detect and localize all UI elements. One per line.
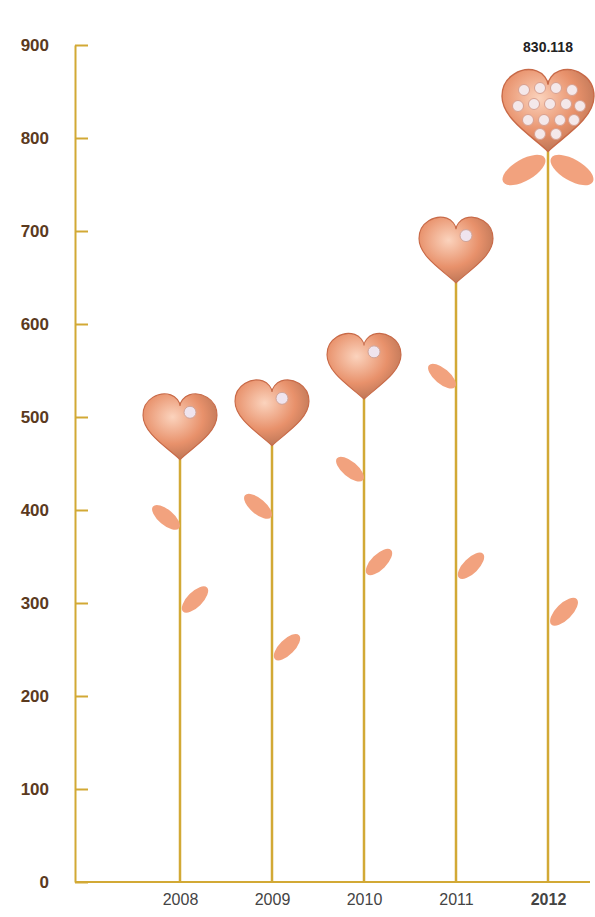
leaf <box>546 593 583 630</box>
x-axis-line <box>75 881 590 883</box>
leaf <box>270 630 305 665</box>
heart-group <box>419 217 493 283</box>
x-tick: 2010 <box>347 891 383 908</box>
gem <box>551 82 562 93</box>
heart-group <box>502 70 594 152</box>
gem <box>569 114 580 125</box>
y-tick: 900 <box>21 36 88 55</box>
flower <box>498 70 595 882</box>
y-tick: 100 <box>21 780 88 799</box>
leaf <box>148 501 184 535</box>
heart <box>419 217 493 283</box>
gem <box>535 82 546 93</box>
x-tick: 2008 <box>163 891 199 908</box>
x-tick-label: 2012 <box>531 891 567 908</box>
y-tick-mark <box>75 324 88 326</box>
heart-group <box>143 394 217 460</box>
y-axis: 0 100 200 300 400 500 600 700 800 900 <box>21 36 88 892</box>
y-tick-label: 400 <box>21 501 49 520</box>
stem <box>271 412 274 882</box>
leaf <box>498 149 550 192</box>
gem <box>513 100 524 111</box>
y-tick-label: 700 <box>21 222 49 241</box>
x-tick: 2011 <box>439 891 474 908</box>
y-tick-mark <box>75 510 88 512</box>
gem <box>555 114 566 125</box>
x-tick: 2012 <box>531 891 567 908</box>
x-tick-label: 2011 <box>439 891 474 908</box>
gem <box>368 346 380 358</box>
y-tick-mark <box>75 138 88 140</box>
y-tick-mark <box>75 45 88 47</box>
x-tick-label: 2008 <box>163 891 199 908</box>
flower <box>419 217 493 882</box>
y-tick-label: 300 <box>21 594 49 613</box>
y-tick-label: 600 <box>21 315 49 334</box>
flower <box>327 333 401 882</box>
y-tick: 200 <box>21 687 88 706</box>
gem <box>184 406 196 418</box>
gem <box>519 84 530 95</box>
x-tick-label: 2010 <box>347 891 383 908</box>
y-axis-line <box>75 46 77 883</box>
stem <box>363 366 366 882</box>
y-tick-label: 0 <box>40 873 49 892</box>
y-tick: 500 <box>21 408 88 427</box>
y-tick-mark <box>75 603 88 605</box>
flower <box>143 394 217 882</box>
heart-group <box>327 333 401 399</box>
leaf <box>424 359 460 393</box>
gem <box>460 230 472 242</box>
y-tick-mark <box>75 789 88 791</box>
gem <box>575 100 586 111</box>
leaf <box>178 582 213 617</box>
gem <box>545 98 556 109</box>
x-tick-label: 2009 <box>255 891 291 908</box>
stem <box>547 110 550 882</box>
leaf <box>332 452 368 486</box>
data-label: 830.118 <box>523 39 573 55</box>
leaf <box>240 489 276 523</box>
y-tick: 400 <box>21 501 88 520</box>
leaf <box>362 545 397 580</box>
gem <box>535 128 546 139</box>
gem <box>523 114 534 125</box>
heart <box>235 380 309 446</box>
y-tick-label: 100 <box>21 780 49 799</box>
y-tick: 600 <box>21 315 88 334</box>
labels: 830.118 <box>523 39 573 55</box>
y-tick-label: 800 <box>21 129 49 148</box>
leaf <box>546 149 595 192</box>
plot-area <box>143 70 595 882</box>
gem <box>539 114 550 125</box>
stem <box>455 250 458 882</box>
y-tick-mark <box>75 417 88 419</box>
heart <box>327 333 401 399</box>
y-tick-mark <box>75 696 88 698</box>
flower <box>235 380 309 882</box>
y-tick: 300 <box>21 594 88 613</box>
y-tick: 700 <box>21 222 88 241</box>
heart <box>502 70 594 152</box>
gem <box>567 84 578 95</box>
y-tick-mark <box>75 231 88 233</box>
chart: 0 100 200 300 400 500 600 700 800 900 2008 2009 2010… <box>0 0 595 917</box>
x-tick: 2009 <box>255 891 291 908</box>
x-axis: 2008 2009 2010 2011 2012 <box>75 882 590 908</box>
y-tick-label: 900 <box>21 36 49 55</box>
leaf <box>454 548 489 583</box>
gem <box>551 128 562 139</box>
heart-group <box>235 380 309 446</box>
heart <box>143 394 217 460</box>
y-tick: 800 <box>21 129 88 148</box>
gem <box>276 392 288 404</box>
y-tick-label: 200 <box>21 687 49 706</box>
y-tick-label: 500 <box>21 408 49 427</box>
stem <box>179 426 182 882</box>
gem <box>561 98 572 109</box>
gem <box>529 98 540 109</box>
